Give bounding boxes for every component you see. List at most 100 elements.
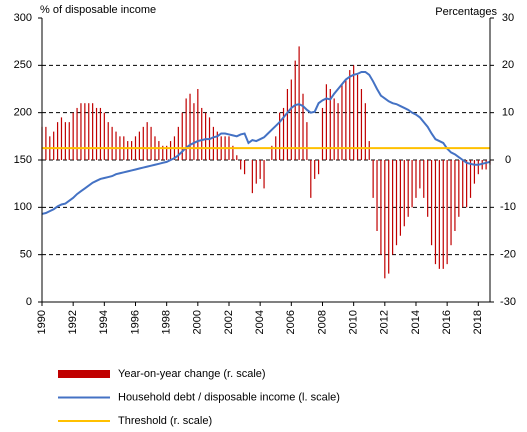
y2-tick-label: 10 (502, 107, 514, 119)
bar (169, 141, 172, 160)
bar (380, 160, 382, 255)
bar (337, 103, 339, 160)
bar (131, 141, 133, 160)
bar (212, 126, 215, 160)
bar (407, 160, 409, 217)
y2-tick-label: 0 (505, 154, 511, 166)
bar (84, 103, 86, 160)
y2-tick-label: 20 (502, 59, 514, 71)
bar (142, 126, 144, 160)
bar (329, 89, 331, 160)
line (41, 70, 491, 215)
bar (263, 160, 265, 189)
bar (286, 89, 289, 160)
bar (434, 160, 437, 265)
bar (197, 89, 199, 160)
bar (469, 160, 472, 198)
bar (399, 160, 401, 236)
bar (466, 160, 468, 208)
legend-label: Household debt / disposable income (l. s… (118, 391, 340, 403)
bar (403, 160, 405, 227)
bar (185, 98, 187, 160)
bar (392, 160, 394, 255)
bar (279, 112, 281, 160)
x-tick-label: 2006 (285, 310, 297, 334)
bar (271, 145, 273, 160)
y2-tick-label: 30 (502, 12, 514, 24)
bar (80, 103, 82, 160)
bar (166, 145, 168, 160)
bar (53, 131, 55, 160)
bar (384, 160, 386, 279)
bar (411, 160, 413, 208)
bar (462, 160, 464, 208)
bar (321, 107, 324, 160)
x-tick-label: 2002 (223, 310, 235, 334)
bar (290, 79, 292, 160)
bar (56, 122, 59, 160)
x-tick-label: 1998 (161, 310, 173, 334)
bar (294, 60, 296, 160)
bar (99, 107, 102, 160)
bar (181, 112, 183, 160)
bar (92, 103, 94, 160)
bar (310, 160, 312, 198)
x-tick-label: 2000 (192, 310, 204, 334)
y2-tick-label: -10 (500, 201, 516, 213)
bar (162, 145, 164, 160)
bar (216, 131, 218, 160)
bar (473, 160, 476, 184)
x-tick-label: 2018 (472, 310, 484, 334)
bar (353, 65, 355, 160)
bar (446, 160, 448, 265)
bar (60, 117, 63, 160)
bar (146, 122, 148, 160)
x-tick-label: 1992 (67, 310, 79, 334)
bar (236, 155, 238, 160)
bar (454, 160, 456, 231)
bar (201, 107, 203, 160)
bar (64, 122, 66, 160)
bar (360, 89, 363, 160)
bar (76, 107, 78, 160)
x-tick-label: 2004 (254, 310, 266, 334)
bar (368, 141, 370, 160)
bar (259, 160, 261, 179)
bar (282, 107, 285, 160)
bar (255, 160, 257, 184)
bar (395, 160, 398, 246)
bar (415, 160, 417, 198)
bar (349, 70, 351, 160)
y-tick-label: 0 (26, 296, 32, 308)
x-tick-label: 1994 (98, 310, 110, 334)
bar (103, 112, 105, 160)
y-tick-label: 200 (14, 107, 32, 119)
bar (364, 103, 366, 160)
bar (240, 160, 242, 170)
x-tick-label: 1996 (129, 310, 141, 334)
bar (438, 160, 440, 269)
legend-swatch (58, 370, 110, 378)
bar (107, 122, 109, 160)
bar (376, 160, 378, 231)
bar (477, 160, 479, 175)
bar (88, 103, 90, 160)
bar (127, 141, 129, 160)
x-tick-label: 2010 (348, 310, 360, 334)
bar (442, 160, 444, 269)
bar (251, 160, 253, 194)
x-tick-label: 1990 (36, 310, 48, 334)
legend-label: Threshold (r. scale) (118, 415, 212, 427)
legend-label: Year-on-year change (r. scale) (118, 368, 266, 380)
bar (427, 160, 429, 217)
bar (177, 126, 179, 160)
bar (345, 79, 347, 160)
bar (314, 160, 316, 179)
x-tick-label: 2012 (379, 310, 391, 334)
bar (302, 93, 304, 160)
bar (388, 160, 390, 274)
bar (333, 98, 335, 160)
y-axis-title: % of disposable income (40, 4, 156, 16)
bar (317, 160, 320, 175)
